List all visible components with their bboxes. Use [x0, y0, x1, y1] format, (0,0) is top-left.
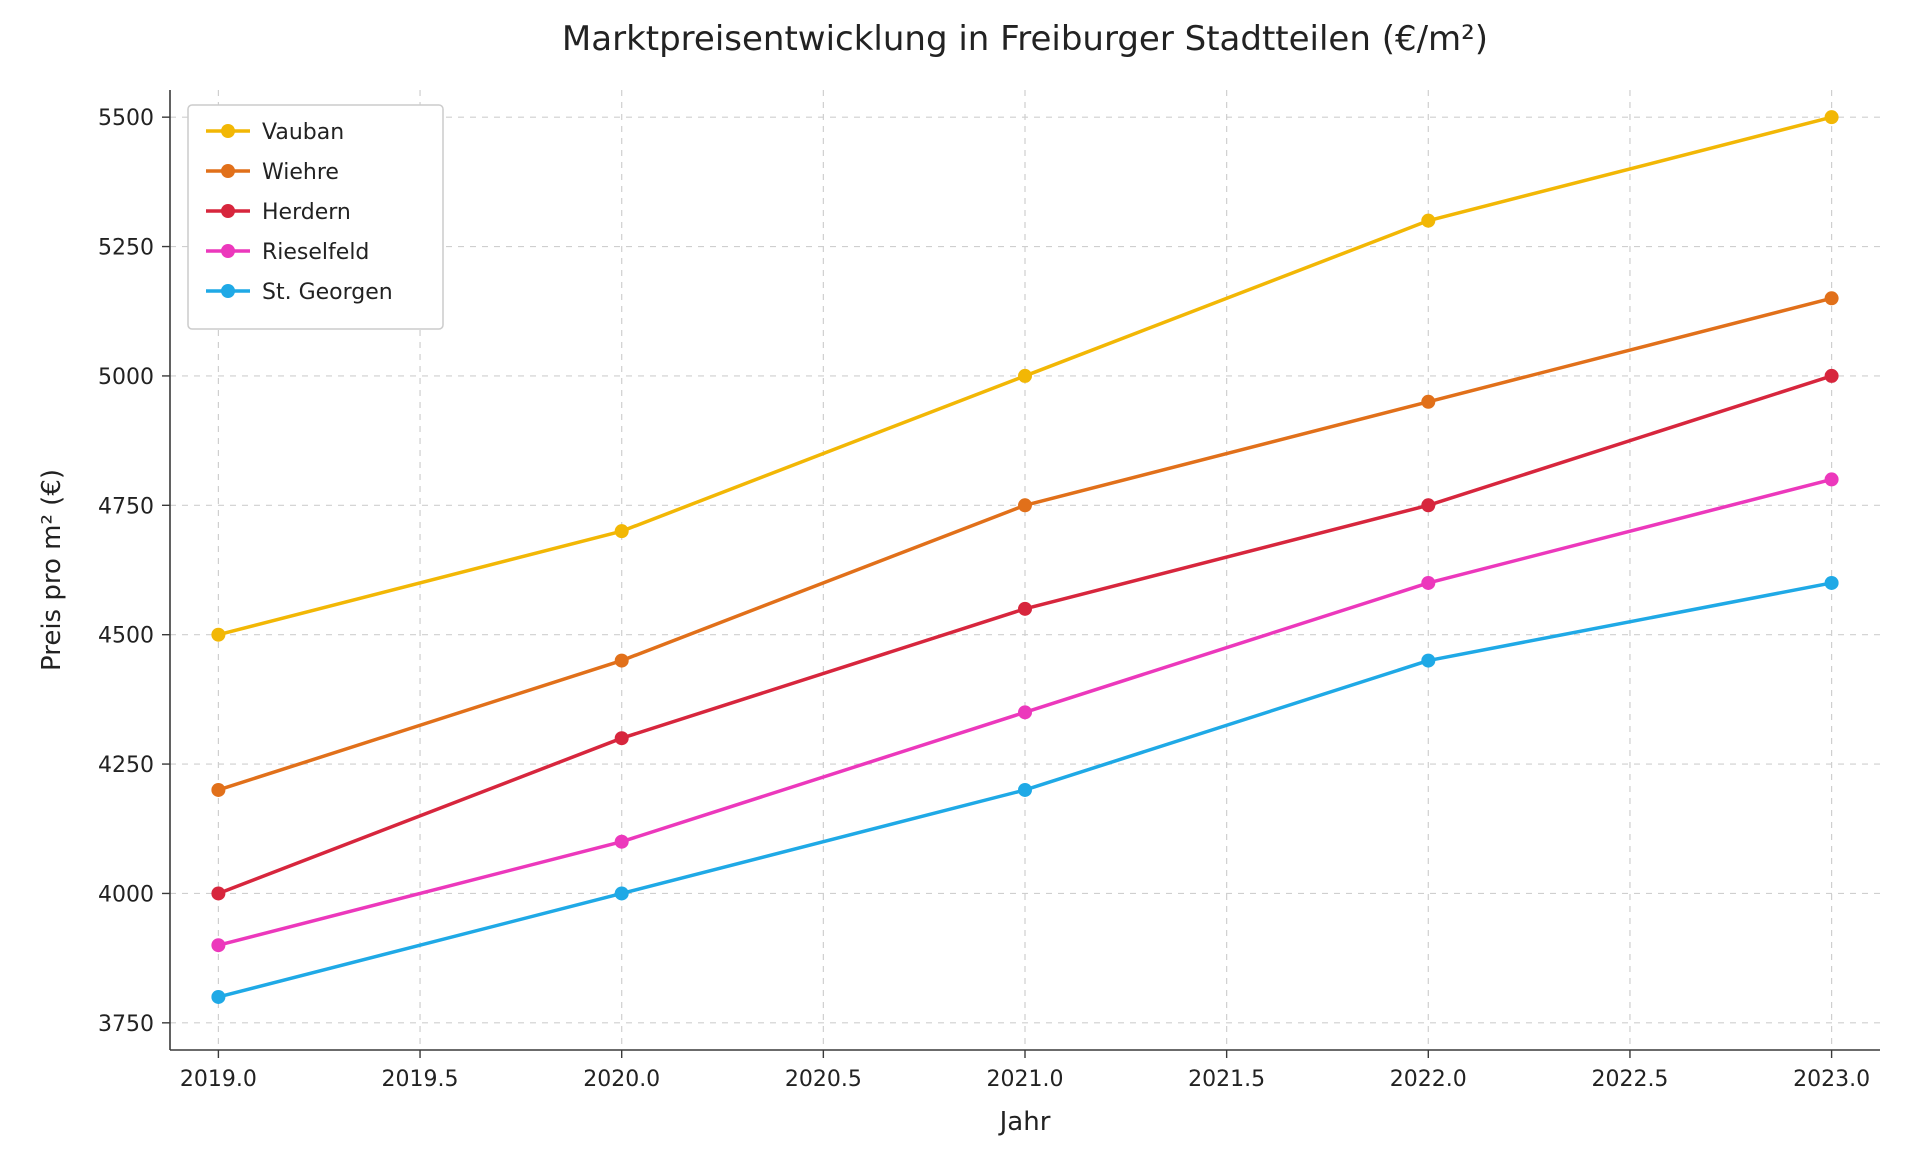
- series-marker: [211, 938, 225, 952]
- series-marker: [1825, 576, 1839, 590]
- series-marker: [1825, 472, 1839, 486]
- y-tick-label: 4500: [98, 624, 154, 649]
- series-marker: [615, 835, 629, 849]
- legend-marker: [221, 244, 235, 258]
- series-marker: [615, 654, 629, 668]
- legend-label: Rieselfeld: [262, 240, 369, 265]
- legend: Vauban Wiehre Herdern Rieselfeld St. Georgen: [188, 105, 443, 329]
- y-tick-label: 4000: [98, 882, 154, 907]
- x-axis-label: Jahr: [998, 1107, 1051, 1137]
- series-marker: [1018, 498, 1032, 512]
- x-tick-label: 2020.0: [583, 1067, 660, 1092]
- x-tick-label: 2022.0: [1390, 1067, 1467, 1092]
- series-marker: [615, 886, 629, 900]
- series-marker: [211, 990, 225, 1004]
- y-tick-label: 5250: [98, 236, 154, 261]
- series-marker: [1421, 576, 1435, 590]
- y-tick-label: 4750: [98, 494, 154, 519]
- y-axis-label: Preis pro m² (€): [37, 469, 67, 671]
- legend-marker: [221, 284, 235, 298]
- series-marker: [1421, 214, 1435, 228]
- series-marker: [1018, 705, 1032, 719]
- chart-title: Marktpreisentwicklung in Freiburger Stad…: [562, 19, 1488, 59]
- series-marker: [211, 628, 225, 642]
- series-marker: [1421, 498, 1435, 512]
- series-marker: [211, 783, 225, 797]
- legend-marker: [221, 164, 235, 178]
- x-tick-label: 2021.5: [1188, 1067, 1265, 1092]
- x-tick-label: 2022.5: [1591, 1067, 1668, 1092]
- series-marker: [1825, 110, 1839, 124]
- series-marker: [1825, 291, 1839, 305]
- x-tick-label: 2021.0: [987, 1067, 1064, 1092]
- series-marker: [615, 524, 629, 538]
- series-marker: [1825, 369, 1839, 383]
- legend-marker: [221, 124, 235, 138]
- series-marker: [211, 886, 225, 900]
- x-tick-label: 2023.0: [1793, 1067, 1870, 1092]
- series-marker: [1421, 654, 1435, 668]
- x-tick-label: 2020.5: [785, 1067, 862, 1092]
- series-marker: [1018, 602, 1032, 616]
- legend-label: St. Georgen: [262, 280, 393, 305]
- y-tick-label: 4250: [98, 753, 154, 778]
- x-tick-label: 2019.0: [180, 1067, 257, 1092]
- legend-label: Wiehre: [262, 160, 339, 185]
- legend-marker: [221, 204, 235, 218]
- y-tick-label: 3750: [98, 1012, 154, 1037]
- series-marker: [1018, 369, 1032, 383]
- chart-container: 2019.0 2019.5 2020.0 2020.5 2021.0 2021.5 2022…: [0, 0, 1920, 1152]
- legend-label: Herdern: [262, 200, 351, 225]
- y-tick-label: 5000: [98, 365, 154, 390]
- line-chart-svg: 2019.0 2019.5 2020.0 2020.5 2021.0 2021.5 2022…: [0, 0, 1920, 1152]
- legend-label: Vauban: [262, 120, 344, 145]
- x-tick-label: 2019.5: [382, 1067, 459, 1092]
- y-tick-label: 5500: [98, 106, 154, 131]
- series-marker: [615, 731, 629, 745]
- series-marker: [1421, 395, 1435, 409]
- series-marker: [1018, 783, 1032, 797]
